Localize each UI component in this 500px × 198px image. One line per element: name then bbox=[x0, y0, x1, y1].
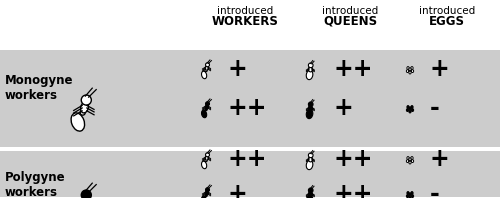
Ellipse shape bbox=[407, 157, 409, 159]
Ellipse shape bbox=[202, 196, 206, 198]
Text: ++: ++ bbox=[333, 57, 372, 81]
Ellipse shape bbox=[306, 70, 313, 80]
Text: +: + bbox=[430, 57, 450, 81]
Bar bbox=[0, 0, 500, 48]
Ellipse shape bbox=[308, 192, 312, 197]
Ellipse shape bbox=[407, 106, 409, 109]
Ellipse shape bbox=[406, 160, 408, 163]
Ellipse shape bbox=[407, 67, 409, 69]
Circle shape bbox=[308, 63, 313, 68]
Text: ++: ++ bbox=[333, 147, 372, 171]
Bar bbox=[0, 147, 500, 151]
Circle shape bbox=[82, 95, 92, 105]
Ellipse shape bbox=[411, 67, 413, 69]
Ellipse shape bbox=[412, 160, 414, 163]
Text: WORKERS: WORKERS bbox=[212, 15, 278, 28]
Text: +: + bbox=[333, 96, 353, 120]
Ellipse shape bbox=[411, 157, 413, 159]
Text: -: - bbox=[430, 96, 440, 120]
Ellipse shape bbox=[411, 192, 413, 194]
Ellipse shape bbox=[71, 113, 85, 131]
Text: Monogyne
workers: Monogyne workers bbox=[5, 74, 73, 102]
Ellipse shape bbox=[205, 105, 208, 109]
Text: -: - bbox=[430, 182, 440, 198]
Ellipse shape bbox=[202, 71, 206, 79]
Text: +: + bbox=[430, 147, 450, 171]
Ellipse shape bbox=[306, 195, 313, 198]
Circle shape bbox=[206, 102, 210, 106]
Circle shape bbox=[205, 108, 208, 111]
Text: ++: ++ bbox=[228, 96, 268, 120]
Text: ++: ++ bbox=[228, 147, 268, 171]
Circle shape bbox=[308, 188, 313, 193]
Circle shape bbox=[205, 69, 208, 72]
Text: introduced: introduced bbox=[322, 6, 378, 16]
Text: +: + bbox=[228, 182, 248, 198]
Ellipse shape bbox=[202, 110, 206, 118]
Bar bbox=[0, 151, 500, 197]
Ellipse shape bbox=[306, 109, 313, 119]
Text: +: + bbox=[228, 57, 248, 81]
Circle shape bbox=[206, 188, 210, 192]
Circle shape bbox=[80, 110, 85, 115]
Ellipse shape bbox=[407, 192, 409, 194]
Ellipse shape bbox=[406, 109, 408, 111]
Circle shape bbox=[205, 194, 208, 197]
Ellipse shape bbox=[409, 107, 411, 110]
Bar bbox=[0, 50, 500, 147]
Circle shape bbox=[308, 153, 313, 158]
Text: Polygyne
workers: Polygyne workers bbox=[5, 171, 66, 198]
Ellipse shape bbox=[205, 66, 208, 70]
Ellipse shape bbox=[409, 196, 411, 198]
Circle shape bbox=[206, 63, 210, 67]
Ellipse shape bbox=[306, 160, 313, 170]
Ellipse shape bbox=[411, 106, 413, 109]
Text: introduced: introduced bbox=[419, 6, 475, 16]
Ellipse shape bbox=[412, 195, 414, 198]
Ellipse shape bbox=[308, 157, 312, 162]
Text: EGGS: EGGS bbox=[429, 15, 465, 28]
Ellipse shape bbox=[205, 191, 208, 195]
Ellipse shape bbox=[308, 106, 312, 111]
Ellipse shape bbox=[409, 158, 411, 161]
Ellipse shape bbox=[412, 109, 414, 111]
Text: ++: ++ bbox=[333, 182, 372, 198]
Ellipse shape bbox=[409, 110, 411, 113]
Ellipse shape bbox=[409, 71, 411, 74]
Ellipse shape bbox=[409, 193, 411, 196]
Ellipse shape bbox=[308, 67, 312, 72]
Ellipse shape bbox=[80, 197, 88, 198]
Circle shape bbox=[205, 159, 208, 162]
Text: QUEENS: QUEENS bbox=[323, 15, 377, 28]
Ellipse shape bbox=[409, 68, 411, 71]
Ellipse shape bbox=[406, 195, 408, 198]
Ellipse shape bbox=[412, 70, 414, 72]
Ellipse shape bbox=[202, 161, 206, 169]
Circle shape bbox=[308, 102, 313, 107]
Circle shape bbox=[206, 153, 210, 157]
Ellipse shape bbox=[205, 156, 208, 160]
Circle shape bbox=[82, 190, 92, 198]
Ellipse shape bbox=[406, 70, 408, 72]
Ellipse shape bbox=[409, 161, 411, 164]
Text: introduced: introduced bbox=[217, 6, 273, 16]
Ellipse shape bbox=[80, 102, 88, 113]
